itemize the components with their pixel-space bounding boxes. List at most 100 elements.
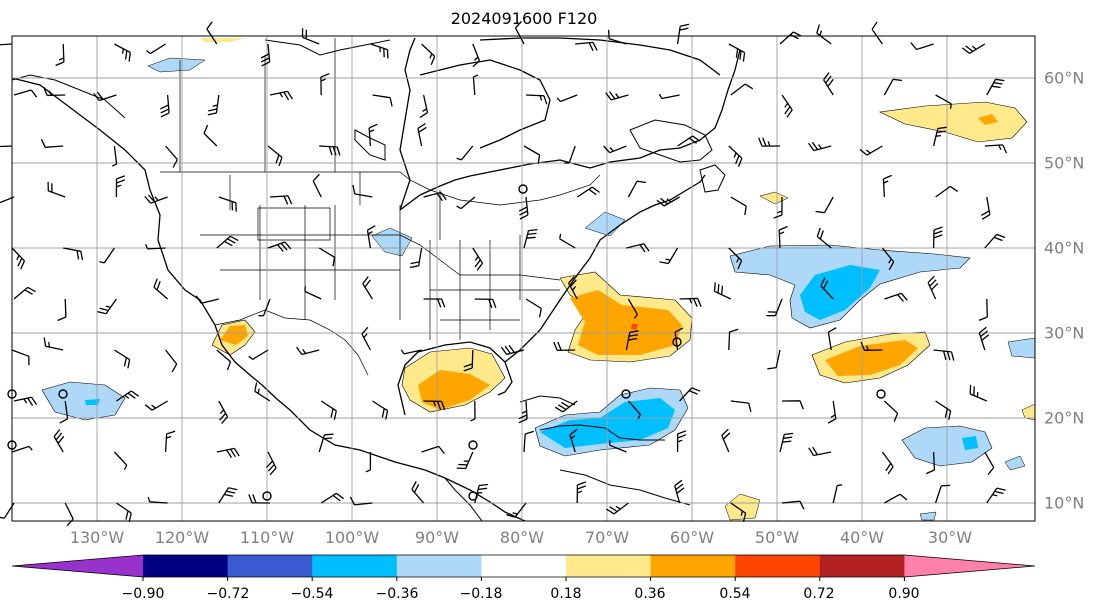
wind-barb [99,247,115,264]
wind-barb [676,430,687,452]
wind-barb [679,387,701,402]
wind-barb [195,295,219,304]
lat-label: 50°N [1044,153,1085,173]
wind-barb [53,429,65,453]
wind-barb [609,440,627,453]
wind-barb [370,43,389,59]
lon-label: 30°W [927,528,973,547]
wind-barb [146,43,166,55]
wind-barb [603,145,627,154]
wind-barb [43,86,66,97]
wind-barb [575,41,598,52]
lon-label: 40°W [839,528,885,547]
wind-barb [216,447,240,458]
wind-barb [523,145,541,164]
wind-barb [93,91,117,102]
anomaly-neg-pacific [41,381,126,421]
wind-barb [116,502,132,523]
wind-barb [986,487,1006,504]
wind-barb [55,43,65,67]
wind-barb [59,400,69,424]
colorbar-segment [735,555,821,577]
wind-barb [97,298,117,315]
wind-barb [248,494,271,504]
wind-barb [218,400,229,425]
colorbar-segment [312,555,398,577]
wind-barb [884,292,908,302]
wind-barb [779,432,794,453]
wind-barb [319,145,341,156]
wind-barb [269,195,293,205]
wind-barb [627,180,647,198]
graticule [12,36,1035,521]
colorbar-tick-label: −0.90 [121,586,165,602]
wind-barb [164,430,176,453]
wind-barb [411,481,425,504]
wind-barb [933,349,955,361]
wind-barb [656,196,680,207]
wind-barb [525,298,542,318]
colorbar-tick-label: 0.72 [803,586,835,602]
wind-barb [758,137,781,147]
colorbar-segment [819,555,905,577]
wind-barb [372,94,393,107]
wind-barb [248,349,269,360]
anomaly-pos-ne-atlantic [878,101,1028,143]
wind-barb [421,445,445,454]
wind-barb [871,21,883,45]
wind-barb [400,349,422,355]
wind-barb [203,124,218,147]
wind-barb [267,241,292,252]
wind-barb [216,235,239,249]
wind-barb [372,400,389,420]
wind-barb [781,500,805,510]
wind-barb [823,72,834,96]
wind-barb [111,145,118,167]
wind-barb [368,123,378,147]
wind-barb [559,233,576,249]
wind-barb [808,446,832,457]
wind-barb [820,277,834,300]
wind-barb [463,349,474,372]
wind-barb [925,451,936,475]
wind-barb [986,78,1005,96]
wind-barb [423,298,446,308]
wind-barb [409,247,423,269]
colorbar-tick-label: 0.18 [550,586,582,602]
wind-barb [165,145,178,168]
wind-barb [218,487,238,504]
wind-barb [935,94,952,109]
wind-barb [518,196,529,220]
lon-label: 50°W [754,528,800,547]
wind-barb [421,43,436,65]
anomaly-pos-gulf-core [418,370,490,410]
wind-barb [935,400,952,420]
wind-barb [11,445,33,453]
wind-barb [781,94,793,118]
lon-label: 100°W [324,528,380,547]
map-title: 2024091600 F120 [450,9,598,28]
wind-barb [114,349,131,369]
colorbar-segment [566,555,652,577]
wind-barb [984,451,995,476]
colorbar-tick-label: −0.72 [206,586,250,602]
wind-barb [472,74,479,96]
wind-barb [0,145,13,148]
wind-barb [674,479,685,504]
wind-barb [932,226,943,249]
wind-barb [419,94,429,119]
wind-barb [910,42,934,51]
wind-barb [728,247,743,270]
wind-barb [267,145,283,167]
wind-barb [320,492,344,504]
wind-barb [730,196,747,216]
wind-barb [260,43,271,67]
wind-barb [361,326,371,351]
wind-barb [0,43,13,46]
wind-barb [927,275,939,300]
lon-label: 90°W [414,528,460,547]
wind-barb [349,496,373,506]
wind-barb [881,247,895,271]
wind-barb [165,349,178,373]
